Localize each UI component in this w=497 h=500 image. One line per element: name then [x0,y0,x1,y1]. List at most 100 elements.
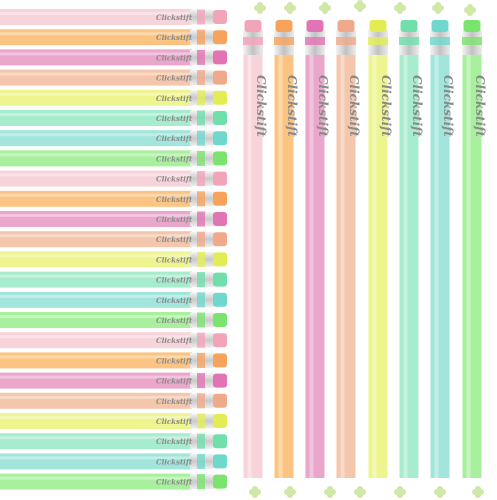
eraser [213,111,227,125]
horizontal-pencil: Clickstift [0,130,227,147]
clover-leaf [287,2,293,8]
pencil-shine [0,72,192,76]
pencil-body [0,231,192,248]
ferrule-band [197,191,205,207]
clover-leaf [435,2,441,8]
clover-leaf [397,8,403,14]
eraser [213,10,227,24]
eraser [213,292,227,307]
pencil-shine [309,52,314,478]
pencil-body [430,52,450,478]
ferrule-band [197,272,205,288]
ferrule-band [197,332,205,348]
pencil-body [0,332,192,349]
pencil-shine [372,52,377,478]
ferrule-band [197,110,205,126]
pencil-brand: Clickstift [285,75,299,137]
horizontal-pencil: Clickstift [0,150,227,167]
pencil-brand: Clickstift [156,316,193,325]
clover-leaf [467,10,473,16]
ferrule-band [197,231,205,247]
pencil-body [274,52,294,478]
pencil-shine [247,52,252,478]
horizontal-pencil: Clickstift [0,392,227,409]
ferrule-band [197,474,205,490]
pencil-brand: Clickstift [254,75,268,137]
ferrule-band [197,292,205,308]
pencil-shine [0,395,192,399]
ferrule-band [462,37,482,45]
pencil-brand: Clickstift [379,75,393,137]
clover-leaf [287,492,293,498]
pencil-brand: Clickstift [156,417,193,426]
eraser [306,20,324,32]
horizontal-pencil: Clickstift [0,211,227,227]
pencil-body [0,110,192,126]
clover-leaf [327,486,333,492]
pencil-brand: Clickstift [156,33,193,42]
vertical-pencil: Clickstift [274,20,299,478]
pencil-body [0,170,192,187]
clover-leaf [437,486,443,492]
horizontal-pencil: Clickstift [0,170,227,187]
horizontal-pencil: Clickstift [0,291,227,308]
ferrule-band [243,37,263,45]
horizontal-pencil: Clickstift [0,251,227,268]
pencil-shine [0,335,192,339]
horizontal-pencil: Clickstift [0,271,227,288]
pencil-brand: Clickstift [156,457,193,466]
pencil-shine [0,113,192,116]
horizontal-pencil: Clickstift [0,372,227,389]
pencil-body [0,413,192,429]
clover-leaf [397,492,403,498]
pencil-body [0,69,192,86]
pencil-shine [0,416,192,419]
eraser [213,454,227,469]
pencil-shine [0,193,192,197]
pencil-brand: Clickstift [156,74,193,83]
ferrule-band [197,70,205,86]
vertical-pencil: Clickstift [305,20,330,478]
pencil-shine [0,294,192,298]
eraser [213,434,227,449]
pencil-body [0,251,192,268]
vertical-pencil: Clickstift [430,20,455,478]
pencil-shine [0,12,192,15]
pencil-shine [0,355,192,359]
pencil-brand: Clickstift [156,175,193,184]
pencil-brand: Clickstift [156,154,193,163]
pencil-shine [340,52,345,478]
horizontal-pencil: Clickstift [0,352,227,369]
clover-leaf [437,492,443,498]
ferrule-band [197,171,205,187]
eraser [431,20,449,32]
pencil-body [0,433,192,450]
pencil-body [0,312,192,328]
pencil-body [0,9,192,25]
horizontal-pencil: Clickstift [0,29,227,46]
pencil-body [305,52,325,478]
pencil-brand: Clickstift [156,114,193,123]
pencil-body [0,291,192,308]
eraser [213,171,227,186]
pencil-brand: Clickstift [473,75,487,137]
horizontal-pencil: Clickstift [0,49,227,66]
ferrule-band [197,29,205,45]
pencil-shine [434,52,439,478]
clover-leaf [435,8,441,14]
pencil-brand: Clickstift [156,94,193,103]
ferrule-band [336,37,356,45]
pencil-shine [0,32,192,36]
pencil-body [0,89,192,106]
clover-leaf [327,492,333,498]
pencil-body [0,271,192,288]
pencil-brand: Clickstift [156,215,193,224]
pencil-body [0,352,192,369]
pencil-shine [0,375,192,379]
eraser [463,20,481,32]
pencil-shine [0,436,192,440]
vertical-pencil: Clickstift [368,20,393,478]
horizontal-pencil: Clickstift [0,190,227,207]
clover-leaf [322,8,328,14]
horizontal-pencil: Clickstift [0,433,227,450]
